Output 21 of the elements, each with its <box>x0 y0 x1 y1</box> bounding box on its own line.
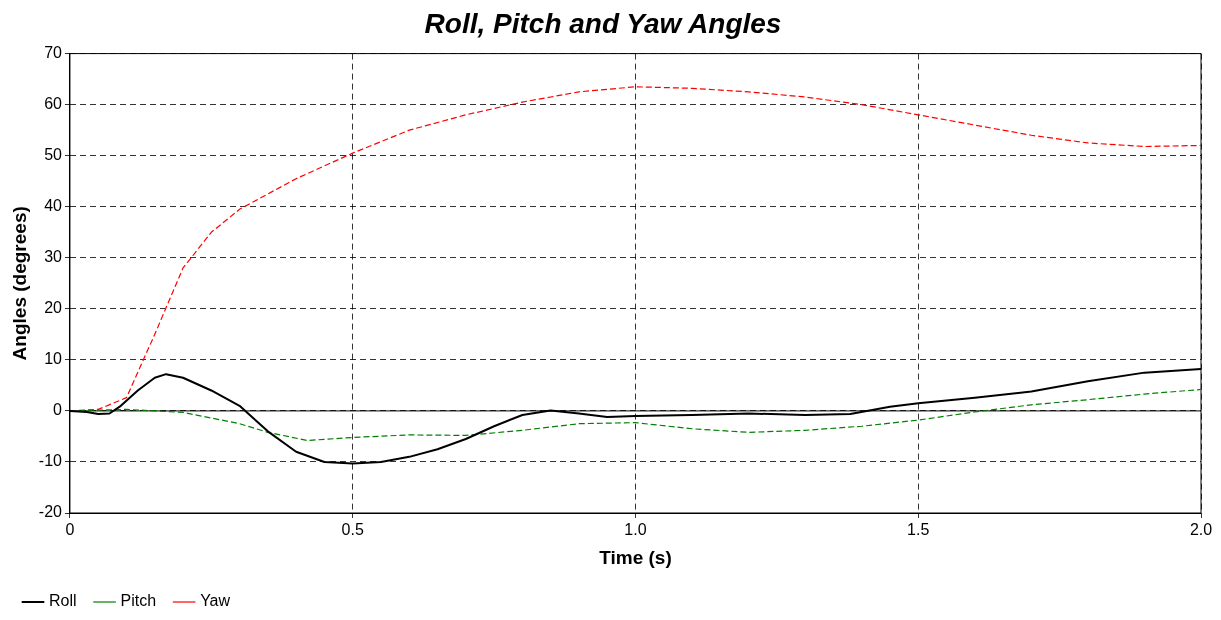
x-tick-label: 1.5 <box>907 521 930 539</box>
y-tick-label: -20 <box>38 503 63 521</box>
y-tick-label: 40 <box>44 197 63 215</box>
y-tick-label: 10 <box>44 350 63 368</box>
y-tick-label: 20 <box>44 299 63 317</box>
legend-label: Roll <box>49 592 77 610</box>
x-tick-label: 2.0 <box>1189 521 1213 539</box>
x-axis-title: Time (s) <box>599 546 672 568</box>
legend-label: Yaw <box>200 592 231 610</box>
y-tick-label: -10 <box>38 452 63 470</box>
x-tick-label: 0.5 <box>341 521 364 539</box>
y-tick-label: 50 <box>44 146 63 164</box>
y-tick-label: 30 <box>44 248 63 266</box>
x-tick-label: 1.0 <box>624 521 647 539</box>
legend-label: Pitch <box>120 592 157 610</box>
y-tick-label: 70 <box>44 44 63 62</box>
y-axis-title: Angles (degrees) <box>8 206 30 361</box>
y-tick-label: 0 <box>53 401 63 419</box>
x-tick-label: 0 <box>65 521 75 539</box>
chart-title: Roll, Pitch and Yaw Angles <box>424 7 782 39</box>
y-tick-label: 60 <box>44 95 63 113</box>
